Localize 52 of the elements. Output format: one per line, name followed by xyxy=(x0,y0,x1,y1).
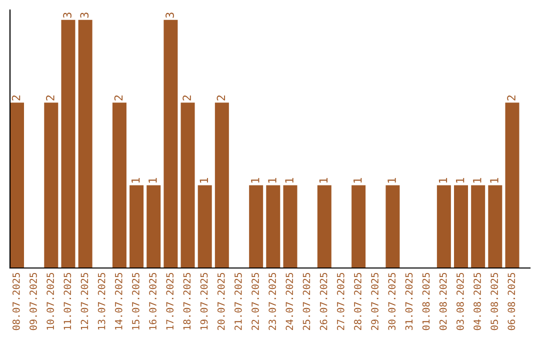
x-tick-label: 22.07.2025 xyxy=(252,272,259,330)
data-label: 1 xyxy=(251,178,260,183)
x-tick-label: 06.08.2025 xyxy=(508,272,516,330)
x-tick-label: 29.07.2025 xyxy=(371,272,378,330)
data-label: 2 xyxy=(182,95,191,100)
x-tick-label: 11.07.2025 xyxy=(64,272,72,330)
data-label: 1 xyxy=(490,178,498,183)
x-tick-label: 05.08.2025 xyxy=(490,272,498,330)
data-label: 1 xyxy=(285,178,294,183)
data-label: 1 xyxy=(354,178,362,183)
data-label: 3 xyxy=(166,12,174,18)
x-tick-label: 25.07.2025 xyxy=(302,272,310,330)
x-tick-label: 17.07.2025 xyxy=(166,272,174,330)
data-label: 2 xyxy=(507,95,516,100)
data-label: 1 xyxy=(456,178,464,183)
x-tick-label: 20.07.2025 xyxy=(217,272,225,330)
data-label: 3 xyxy=(63,12,72,18)
x-tick-label: 15.07.2025 xyxy=(132,272,140,330)
x-tick-label: 12.07.2025 xyxy=(80,272,88,330)
x-tick-label: 28.07.2025 xyxy=(354,272,362,330)
x-tick-label: 09.07.2025 xyxy=(30,272,37,330)
data-label: 1 xyxy=(200,178,208,183)
data-label: 1 xyxy=(473,178,482,183)
data-label: 1 xyxy=(388,178,396,183)
data-label: 2 xyxy=(114,95,123,100)
x-tick-label: 27.07.2025 xyxy=(336,272,344,330)
x-tick-label: 18.07.2025 xyxy=(183,272,191,330)
data-label: 2 xyxy=(216,95,226,100)
x-tick-label: 03.08.2025 xyxy=(456,272,464,330)
x-tick-label: 24.07.2025 xyxy=(286,272,294,330)
data-label: 2 xyxy=(12,95,20,100)
x-tick-label: 01.08.2025 xyxy=(422,272,430,330)
x-tick-label: 16.07.2025 xyxy=(149,272,156,330)
data-label: 1 xyxy=(132,178,140,183)
data-label: 1 xyxy=(438,178,448,183)
x-tick-label: 19.07.2025 xyxy=(200,272,208,330)
x-tick-label: 23.07.2025 xyxy=(268,272,276,330)
data-label: 1 xyxy=(148,178,157,183)
x-tick-label: 21.07.2025 xyxy=(234,272,242,330)
x-tick-label: 14.07.2025 xyxy=(114,272,122,330)
data-label: 1 xyxy=(319,178,328,183)
x-tick-label: 31.07.2025 xyxy=(405,272,413,330)
x-tick-label: 13.07.2025 xyxy=(98,272,106,330)
data-label: 3 xyxy=(80,12,89,18)
data-label: 2 xyxy=(46,95,54,100)
x-tick-label: 02.08.2025 xyxy=(439,272,447,330)
x-tick-label: 26.07.2025 xyxy=(320,272,328,330)
data-label: 1 xyxy=(268,178,276,183)
x-tick-label: 10.07.2025 xyxy=(46,272,54,330)
x-tick-label: 08.07.2025 xyxy=(12,272,20,330)
x-tick-label: 04.08.2025 xyxy=(474,272,481,330)
x-tick-label: 30.07.2025 xyxy=(388,272,396,330)
